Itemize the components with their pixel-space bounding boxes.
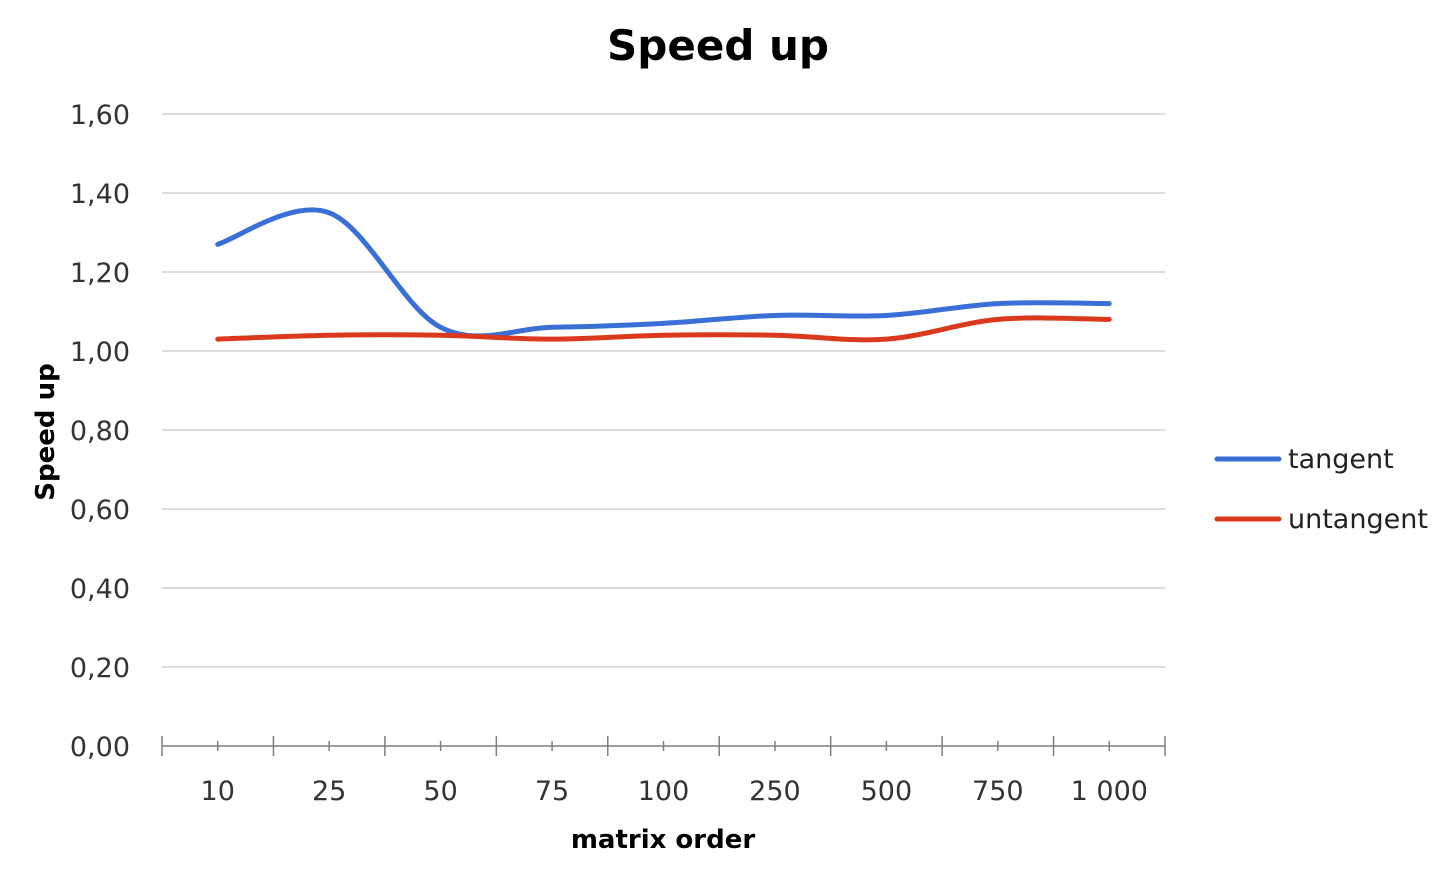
y-axis-title: Speed up — [31, 363, 61, 500]
gridlines — [162, 113, 1165, 668]
series-line-tangent — [215, 207, 1112, 339]
chart-title: Speed up — [607, 21, 829, 70]
x-tick-label: 750 — [972, 776, 1024, 807]
y-tick-label: 0,40 — [70, 574, 130, 605]
x-tick-labels: 10 25 50 75 100 250 500 750 1 000 — [201, 776, 1148, 807]
x-tick-label: 100 — [638, 776, 690, 807]
y-tick-labels: 0,00 0,20 0,40 0,60 0,80 1,00 1,20 1,40 1,60 — [70, 100, 130, 763]
x-tick-label: 25 — [312, 776, 346, 807]
legend: tangent untangent — [1214, 444, 1428, 535]
y-tick-label: 1,60 — [70, 100, 130, 131]
y-tick-label: 0,60 — [70, 495, 130, 526]
series-line-untangent — [215, 315, 1112, 343]
x-tick-label: 50 — [423, 776, 457, 807]
x-tick-label: 75 — [535, 776, 569, 807]
series-lines — [215, 207, 1112, 343]
y-tick-label: 0,80 — [70, 416, 130, 447]
x-tick-label: 500 — [861, 776, 913, 807]
y-tick-label: 0,20 — [70, 653, 130, 684]
y-tick-label: 1,40 — [70, 179, 130, 210]
legend-label-tangent: tangent — [1288, 444, 1394, 475]
x-axis — [161, 736, 1166, 756]
y-tick-label: 1,20 — [70, 258, 130, 289]
x-tick-label: 10 — [201, 776, 235, 807]
y-tick-label: 1,00 — [70, 337, 130, 368]
x-tick-label: 1 000 — [1071, 776, 1148, 807]
x-tick-label: 250 — [749, 776, 801, 807]
x-axis-title: matrix order — [571, 825, 756, 855]
legend-label-untangent: untangent — [1288, 504, 1428, 535]
y-tick-label: 0,00 — [70, 732, 130, 763]
